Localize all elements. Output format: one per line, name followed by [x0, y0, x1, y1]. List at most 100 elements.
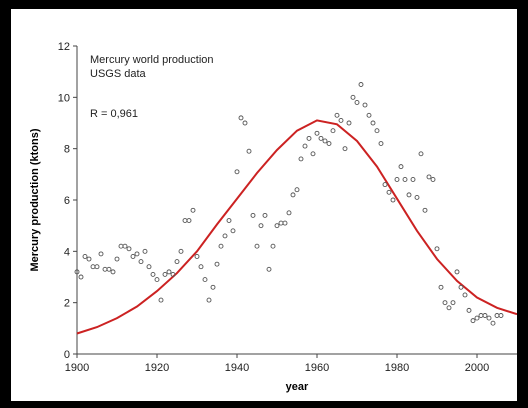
- data-point: [122, 243, 128, 249]
- data-point: [390, 197, 396, 203]
- data-point: [126, 246, 132, 252]
- chart-annotation-source: USGS data: [90, 68, 147, 80]
- data-point: [322, 138, 328, 144]
- data-point: [158, 297, 164, 303]
- data-point: [498, 313, 504, 318]
- chart-annotation-title: Mercury world production: [90, 54, 214, 66]
- data-point: [174, 259, 180, 265]
- data-point: [138, 259, 144, 265]
- data-point: [238, 115, 244, 121]
- data-point: [446, 305, 452, 311]
- x-tick-label: 1920: [145, 362, 169, 374]
- data-point: [350, 94, 356, 100]
- data-point: [270, 243, 276, 249]
- data-point: [154, 277, 160, 283]
- data-point: [426, 174, 432, 180]
- data-point: [94, 264, 100, 270]
- data-point: [470, 318, 476, 324]
- data-point: [362, 102, 368, 108]
- data-point: [234, 169, 240, 175]
- data-point: [170, 271, 176, 277]
- data-point: [246, 148, 252, 154]
- data-point: [338, 117, 344, 123]
- y-tick-label: 6: [64, 195, 70, 207]
- data-point: [486, 315, 492, 321]
- data-point: [110, 269, 116, 275]
- data-point: [418, 151, 424, 157]
- data-point: [386, 189, 392, 195]
- data-point: [294, 187, 300, 193]
- data-point: [274, 223, 280, 229]
- y-tick-label: 8: [64, 144, 70, 156]
- data-point: [442, 300, 448, 306]
- data-point: [382, 182, 388, 188]
- data-point: [262, 212, 268, 218]
- data-point: [206, 297, 212, 303]
- data-point: [314, 130, 320, 136]
- data-point: [166, 269, 172, 275]
- data-point: [482, 313, 488, 318]
- x-axis-label: year: [286, 381, 309, 393]
- data-point: [182, 218, 188, 223]
- data-point: [466, 307, 472, 313]
- data-point: [474, 315, 480, 321]
- data-point: [198, 264, 204, 270]
- plot-area: 0 2 4 6 8 10 12 1900 1920 1940 1960 1980 2000: [58, 41, 517, 374]
- data-point: [210, 284, 216, 290]
- data-point: [394, 177, 400, 182]
- data-point: [430, 177, 436, 182]
- data-point: [142, 248, 148, 254]
- data-point: [410, 177, 416, 182]
- data-point: [250, 212, 256, 218]
- data-point: [82, 254, 88, 259]
- data-point: [146, 264, 152, 270]
- data-point: [74, 269, 80, 275]
- data-point: [98, 251, 104, 257]
- x-tick-label: 2000: [465, 362, 489, 374]
- data-point: [230, 228, 236, 234]
- data-point: [414, 194, 420, 200]
- data-point: [374, 128, 380, 134]
- data-point: [194, 254, 200, 259]
- data-point: [282, 220, 288, 226]
- data-point: [286, 210, 292, 216]
- chart-frame: 0 2 4 6 8 10 12 1900 1920 1940 1960 1980 2000 Mercur…: [11, 9, 517, 401]
- data-point: [130, 254, 136, 259]
- x-tick-label: 1980: [385, 362, 409, 374]
- y-tick-label: 10: [58, 92, 70, 104]
- y-tick-label: 12: [58, 41, 70, 53]
- data-point: [78, 274, 84, 280]
- chart-annotation-r-value: R = 0,961: [90, 108, 138, 120]
- data-point: [454, 269, 460, 275]
- data-point: [298, 156, 304, 162]
- data-point: [266, 266, 272, 272]
- data-point: [422, 207, 428, 213]
- data-point: [178, 248, 184, 254]
- data-point: [258, 223, 264, 229]
- data-point: [190, 207, 196, 213]
- data-point: [358, 82, 364, 87]
- data-point: [354, 100, 360, 105]
- data-point: [226, 218, 232, 223]
- data-point: [438, 284, 444, 290]
- data-point: [90, 264, 96, 270]
- fit-curve-line: [76, 119, 517, 335]
- data-point: [254, 243, 260, 249]
- data-point: [302, 143, 308, 149]
- data-point: [458, 284, 464, 290]
- y-tick-label: 0: [64, 349, 70, 361]
- y-tick-label: 2: [64, 298, 70, 310]
- data-point: [370, 120, 376, 126]
- scatter-chart: 0 2 4 6 8 10 12 1900 1920 1940 1960 1980 2000 Mercur…: [29, 41, 517, 393]
- data-point: [102, 266, 108, 272]
- data-point: [214, 261, 220, 267]
- data-point: [346, 120, 352, 126]
- data-point: [490, 320, 496, 326]
- data-point: [318, 135, 324, 141]
- data-point: [450, 300, 456, 306]
- data-point: [118, 243, 124, 249]
- data-point: [222, 233, 228, 239]
- data-point: [162, 271, 168, 277]
- data-point: [278, 220, 284, 226]
- data-point: [478, 313, 484, 318]
